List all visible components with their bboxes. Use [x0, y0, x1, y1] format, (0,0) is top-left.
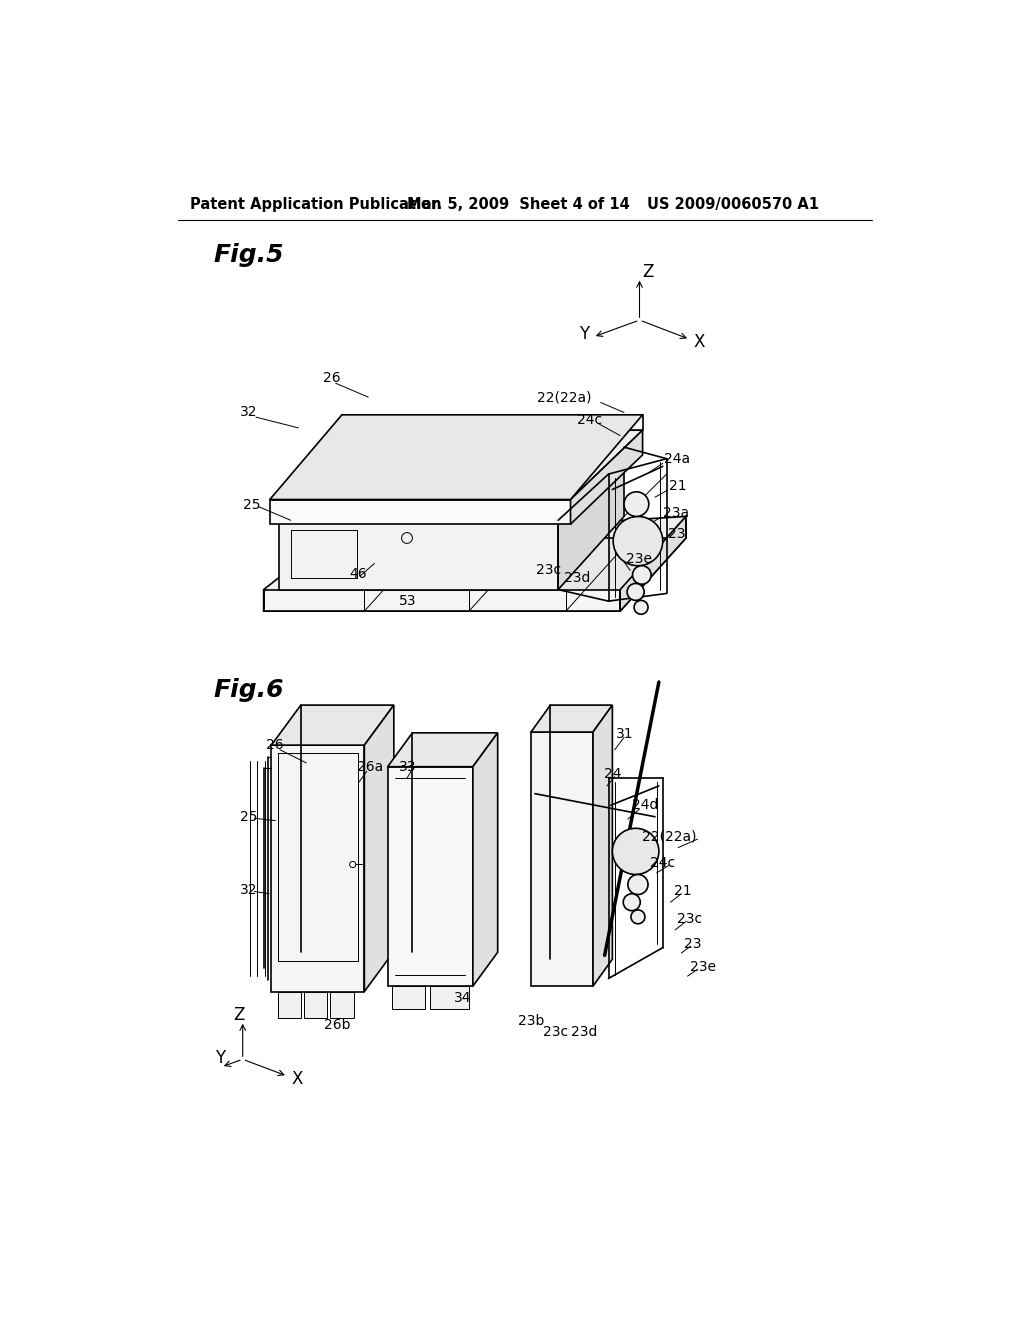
- Text: 24c: 24c: [649, 855, 675, 870]
- Polygon shape: [531, 733, 593, 986]
- Text: 23: 23: [669, 527, 686, 541]
- Text: Patent Application Publication: Patent Application Publication: [190, 197, 441, 213]
- Text: Mar. 5, 2009  Sheet 4 of 14: Mar. 5, 2009 Sheet 4 of 14: [407, 197, 630, 213]
- Text: 31: 31: [616, 727, 634, 742]
- Polygon shape: [570, 430, 643, 524]
- Polygon shape: [391, 986, 425, 1010]
- Circle shape: [624, 492, 649, 516]
- Text: Z: Z: [233, 1006, 245, 1023]
- Text: 32: 32: [241, 405, 258, 420]
- Polygon shape: [263, 590, 621, 611]
- Polygon shape: [263, 516, 686, 611]
- Polygon shape: [280, 520, 558, 590]
- Circle shape: [613, 516, 663, 566]
- Text: Fig.6: Fig.6: [213, 677, 284, 702]
- Circle shape: [627, 583, 644, 601]
- Text: 34: 34: [454, 991, 471, 1005]
- Circle shape: [628, 874, 648, 895]
- Text: 24c: 24c: [578, 413, 603, 428]
- Text: 23d: 23d: [564, 572, 591, 585]
- Circle shape: [634, 601, 648, 614]
- Text: 25: 25: [243, 498, 260, 512]
- Text: 22(22a): 22(22a): [538, 391, 592, 404]
- Polygon shape: [270, 499, 570, 524]
- Text: X: X: [693, 333, 706, 351]
- Text: 23b: 23b: [518, 1014, 544, 1028]
- Polygon shape: [271, 705, 394, 744]
- Text: X: X: [292, 1071, 303, 1088]
- Text: 46: 46: [349, 568, 367, 581]
- Text: 26: 26: [266, 738, 284, 752]
- Polygon shape: [263, 539, 686, 611]
- Text: Y: Y: [579, 325, 589, 343]
- Text: 23e: 23e: [690, 960, 716, 974]
- Text: 23d: 23d: [571, 1026, 598, 1039]
- Text: 23e: 23e: [627, 552, 652, 566]
- Polygon shape: [593, 705, 612, 986]
- Polygon shape: [430, 986, 469, 1010]
- Polygon shape: [342, 414, 643, 430]
- Polygon shape: [278, 991, 301, 1019]
- Polygon shape: [304, 991, 328, 1019]
- Text: 33: 33: [399, 760, 417, 774]
- Text: 24: 24: [604, 767, 622, 781]
- Text: 26a: 26a: [356, 760, 383, 774]
- Text: US 2009/0060570 A1: US 2009/0060570 A1: [647, 197, 819, 213]
- Text: 23c: 23c: [544, 1026, 568, 1039]
- Circle shape: [631, 909, 645, 924]
- Polygon shape: [270, 430, 643, 499]
- Text: 24d: 24d: [632, 799, 658, 812]
- Text: 26b: 26b: [324, 1018, 350, 1032]
- Polygon shape: [558, 447, 624, 590]
- Polygon shape: [621, 516, 686, 611]
- Text: Y: Y: [215, 1049, 225, 1067]
- Text: Fig.5: Fig.5: [213, 243, 284, 267]
- Text: 25: 25: [241, 809, 258, 824]
- Text: 53: 53: [399, 594, 417, 609]
- Text: 26: 26: [324, 371, 341, 385]
- Text: 23a: 23a: [663, 506, 689, 520]
- Polygon shape: [388, 767, 473, 986]
- Polygon shape: [473, 733, 498, 986]
- Text: Z: Z: [643, 264, 654, 281]
- Polygon shape: [331, 991, 353, 1019]
- Polygon shape: [280, 447, 624, 520]
- Text: 23c: 23c: [537, 564, 561, 577]
- Text: 23c: 23c: [677, 912, 701, 927]
- Text: 22(22a): 22(22a): [642, 829, 696, 843]
- Polygon shape: [531, 705, 612, 733]
- Polygon shape: [270, 414, 643, 499]
- Text: 21: 21: [669, 479, 686, 492]
- Circle shape: [401, 532, 413, 544]
- Circle shape: [349, 862, 356, 867]
- Text: 23: 23: [684, 937, 701, 950]
- Circle shape: [624, 894, 640, 911]
- Circle shape: [612, 829, 658, 874]
- Circle shape: [633, 566, 651, 585]
- Polygon shape: [271, 744, 365, 991]
- Polygon shape: [365, 705, 394, 991]
- Polygon shape: [388, 733, 498, 767]
- Text: 32: 32: [241, 883, 258, 896]
- Text: 21: 21: [675, 884, 692, 899]
- Text: 24a: 24a: [665, 451, 690, 466]
